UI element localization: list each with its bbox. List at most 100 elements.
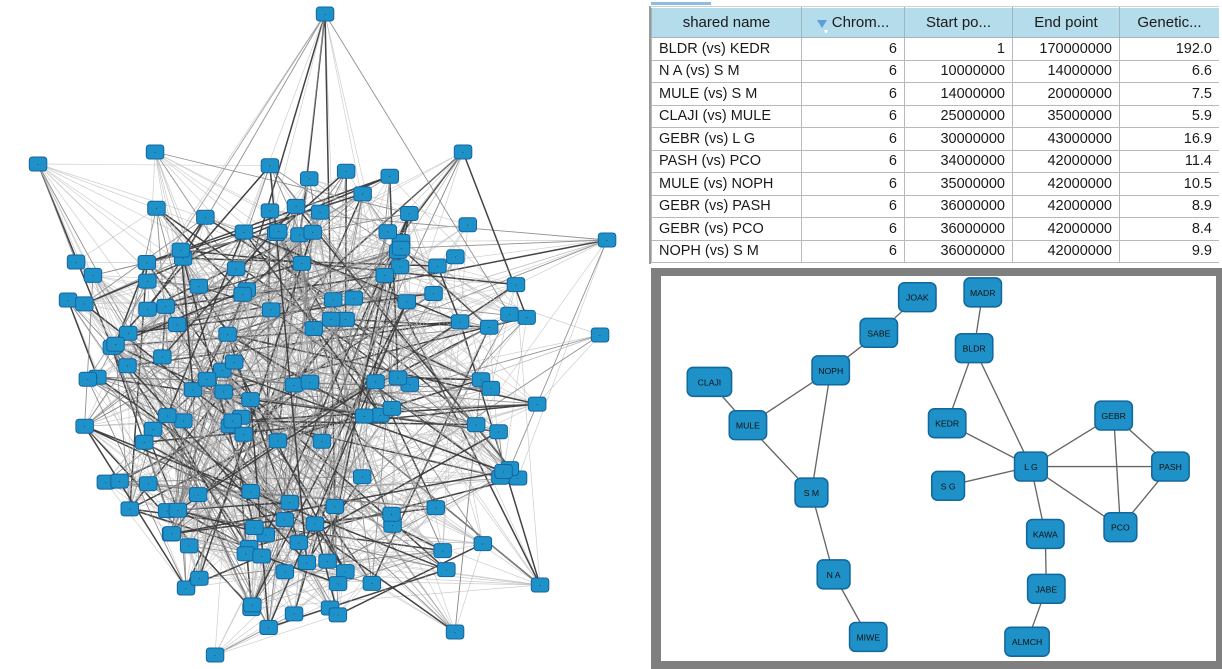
table-row[interactable]: PASH (vs) PCO 6 34000000 42000000 11.4 <box>651 149 1219 173</box>
node-shape[interactable] <box>310 204 330 220</box>
hairball-edge[interactable] <box>147 328 315 485</box>
hairball-edge[interactable] <box>206 378 267 536</box>
table-header-genetic[interactable]: Genetic... <box>1119 7 1219 38</box>
table-row[interactable]: CLAJI (vs) MULE 6 25000000 35000000 5.9 <box>651 104 1219 128</box>
node-shape[interactable] <box>120 501 139 517</box>
hairball-edge[interactable] <box>87 378 187 589</box>
hairball-edge[interactable] <box>409 213 482 381</box>
hairball-node[interactable]: • <box>353 186 372 202</box>
hairball-node[interactable]: • <box>353 469 372 485</box>
hairball-node[interactable]: • <box>494 464 513 479</box>
hairball-edge[interactable] <box>105 481 187 589</box>
node-shape[interactable] <box>506 277 526 293</box>
hairball-edge[interactable] <box>353 297 528 318</box>
hairball-node[interactable]: • <box>397 294 416 310</box>
hairball-node[interactable]: • <box>189 278 208 294</box>
hairball-node[interactable]: • <box>328 576 348 592</box>
table-cell-chromosome[interactable]: 6 <box>801 82 905 106</box>
node-shape[interactable] <box>318 553 337 569</box>
node-shape[interactable] <box>218 326 237 342</box>
node-shape[interactable] <box>479 319 499 335</box>
hairball-node[interactable]: • <box>143 421 163 437</box>
hairball-edge[interactable] <box>180 249 194 391</box>
hairball-edge[interactable] <box>192 389 331 609</box>
node-shape[interactable] <box>728 409 768 441</box>
table-cell-end_point[interactable]: 42000000 <box>1012 172 1120 196</box>
hairball-edge[interactable] <box>146 13 326 282</box>
hairball-edge[interactable] <box>166 431 500 511</box>
hairball-node[interactable]: • <box>118 358 137 374</box>
table-row[interactable]: MULE (vs) S M 6 14000000 20000000 7.5 <box>651 82 1219 106</box>
hairball-edge[interactable] <box>330 318 346 572</box>
table-cell-chromosome[interactable]: 6 <box>801 217 905 241</box>
subnetwork-canvas[interactable]: CLAJI MULE NOPH SABE JOAK S M N A MIWE MADR BLDR K… <box>661 276 1216 661</box>
hairball-node[interactable]: • <box>366 374 385 390</box>
hairball-node[interactable]: • <box>205 647 225 663</box>
subnetwork-node-pco[interactable]: PCO <box>1103 512 1138 543</box>
node-shape[interactable] <box>66 254 86 270</box>
node-shape[interactable] <box>183 382 203 398</box>
hairball-node[interactable]: • <box>168 317 187 332</box>
hairball-node[interactable]: • <box>196 209 215 225</box>
hairball-node[interactable]: • <box>344 290 364 306</box>
hairball-node[interactable]: • <box>466 417 486 433</box>
hairball-edge[interactable] <box>192 317 528 390</box>
hairball-node[interactable]: • <box>218 326 237 342</box>
hairball-edge[interactable] <box>380 256 456 416</box>
hairball-edge[interactable] <box>119 420 234 482</box>
hairball-edge[interactable] <box>243 318 332 435</box>
hairball-edge[interactable] <box>96 376 456 633</box>
table-cell-genetic[interactable]: 9.9 <box>1119 239 1219 263</box>
table-row[interactable]: GEBR (vs) PASH 6 36000000 42000000 8.9 <box>651 194 1219 218</box>
subnetwork-edge[interactable] <box>1113 415 1122 528</box>
hairball-node[interactable]: • <box>158 408 177 424</box>
hairball-edge[interactable] <box>295 193 363 207</box>
subnetwork-node-s-g[interactable]: S G <box>930 470 966 502</box>
hairball-node[interactable]: • <box>66 254 86 270</box>
node-shape[interactable] <box>848 621 888 653</box>
node-shape[interactable] <box>325 499 345 514</box>
node-shape[interactable] <box>162 526 182 542</box>
hairball-edge[interactable] <box>400 239 608 242</box>
hairball-node[interactable]: • <box>28 156 48 172</box>
hairball-edge[interactable] <box>84 384 295 427</box>
hairball-node[interactable]: • <box>590 327 610 343</box>
node-shape[interactable] <box>1026 573 1066 605</box>
hairball-edge[interactable] <box>243 247 402 435</box>
hairball-edge[interactable] <box>454 543 484 633</box>
hairball-node[interactable]: • <box>176 580 196 596</box>
hairball-edge[interactable] <box>480 284 517 381</box>
node-shape[interactable] <box>315 6 335 22</box>
node-shape[interactable] <box>344 290 364 306</box>
hairball-node[interactable]: • <box>241 392 260 408</box>
hairball-node[interactable]: • <box>78 371 98 387</box>
hairball-edge[interactable] <box>269 165 399 252</box>
hairball-edge[interactable] <box>269 210 399 252</box>
hairball-edge[interactable] <box>37 163 303 264</box>
hairball-edge[interactable] <box>277 213 410 442</box>
node-shape[interactable] <box>353 469 372 485</box>
node-shape[interactable] <box>275 512 295 528</box>
hairball-edge[interactable] <box>312 231 408 303</box>
hairball-node[interactable]: • <box>179 538 199 554</box>
table-cell-chromosome[interactable]: 6 <box>801 172 905 196</box>
hairball-node[interactable]: • <box>241 484 260 499</box>
hairball-edge[interactable] <box>226 333 365 417</box>
node-shape[interactable] <box>241 392 260 408</box>
node-shape[interactable] <box>224 354 244 370</box>
node-shape[interactable] <box>300 374 320 390</box>
node-shape[interactable] <box>156 298 175 314</box>
table-cell-start_point[interactable]: 36000000 <box>904 194 1013 218</box>
hairball-node[interactable]: • <box>424 286 443 301</box>
hairball-edge[interactable] <box>249 398 270 629</box>
data-table-panel[interactable]: shared name Chrom... Start po... End point G… <box>645 0 1222 268</box>
node-shape[interactable] <box>426 500 445 516</box>
hairball-edge[interactable] <box>363 284 517 417</box>
node-shape[interactable] <box>590 327 610 343</box>
hairball-node[interactable]: • <box>119 325 138 341</box>
hairball-node[interactable]: • <box>458 217 477 233</box>
hairball-edge[interactable] <box>400 247 528 318</box>
node-shape[interactable] <box>794 477 829 508</box>
hairball-edge[interactable] <box>127 365 331 609</box>
hairball-node[interactable]: • <box>224 354 244 370</box>
